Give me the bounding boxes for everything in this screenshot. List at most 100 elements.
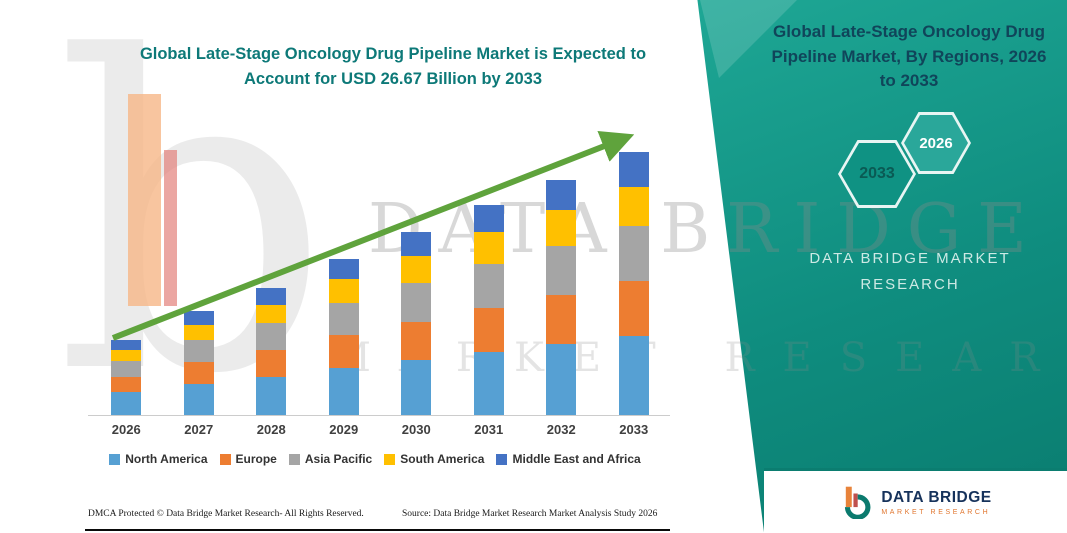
bar-segment-europe bbox=[328, 335, 359, 368]
bar-segment-asia-pacific bbox=[256, 323, 287, 351]
footer-source-text: Source: Data Bridge Market Research Mark… bbox=[402, 509, 658, 519]
bar-segment-south-america bbox=[183, 324, 214, 341]
bar-column-2029 bbox=[328, 258, 359, 415]
bar-segment-south-america bbox=[546, 210, 577, 246]
legend-item: Europe bbox=[219, 452, 277, 466]
bar-segment-north-america bbox=[183, 383, 214, 415]
x-axis-label-2028: 2028 bbox=[256, 422, 286, 437]
legend-item: Middle East and Africa bbox=[496, 452, 641, 466]
bar-segment-south-america bbox=[111, 350, 142, 362]
legend-label: North America bbox=[125, 452, 208, 466]
x-axis-line bbox=[88, 415, 670, 416]
legend-label: Middle East and Africa bbox=[512, 452, 641, 466]
logo-tagline: MARKET RESEARCH bbox=[881, 508, 991, 516]
hexagon-fill bbox=[904, 115, 968, 171]
chart-title-line1: Global Late-Stage Oncology Drug Pipeline… bbox=[139, 45, 647, 63]
bar-segment-middle-east-and-africa bbox=[328, 258, 359, 280]
legend-label: Asia Pacific bbox=[304, 452, 373, 466]
side-panel-background bbox=[697, 0, 1067, 533]
footer-dmca-text: DMCA Protected © Data Bridge Market Rese… bbox=[88, 509, 364, 519]
bar-segment-asia-pacific bbox=[328, 302, 359, 336]
bar-segment-north-america bbox=[111, 392, 142, 415]
bar-slot bbox=[90, 120, 163, 415]
bar-segment-middle-east-and-africa bbox=[473, 205, 504, 233]
bar-segment-europe bbox=[183, 361, 214, 384]
bar-segment-asia-pacific bbox=[473, 263, 504, 308]
legend-item: Asia Pacific bbox=[288, 452, 373, 466]
bar-column-2031 bbox=[473, 205, 504, 415]
bar-segment-south-america bbox=[256, 304, 287, 324]
bar-slot bbox=[525, 120, 598, 415]
legend-swatch bbox=[496, 453, 508, 465]
bar-segment-middle-east-and-africa bbox=[401, 232, 432, 256]
x-axis-label-2031: 2031 bbox=[474, 422, 504, 437]
bar-segment-middle-east-and-africa bbox=[546, 179, 577, 211]
hexagon-label-2033: 2033 bbox=[859, 165, 895, 182]
legend-swatch bbox=[109, 453, 121, 465]
legend-label: Europe bbox=[235, 452, 277, 466]
bar-column-2032 bbox=[546, 179, 577, 415]
bar-slot bbox=[308, 120, 381, 415]
chart-title: Global Late-Stage Oncology Drug Pipeline… bbox=[88, 42, 698, 92]
bar-segment-asia-pacific bbox=[618, 226, 649, 282]
x-axis-label-2026: 2026 bbox=[111, 422, 141, 437]
bar-segment-middle-east-and-africa bbox=[618, 152, 649, 187]
bar-segment-asia-pacific bbox=[546, 245, 577, 296]
bar-slot bbox=[598, 120, 671, 415]
bar-column-2033 bbox=[618, 152, 649, 415]
bar-segment-south-america bbox=[328, 279, 359, 303]
bar-segment-asia-pacific bbox=[183, 340, 214, 362]
bar-slot bbox=[453, 120, 526, 415]
footer-divider-line bbox=[85, 529, 670, 531]
bar-segment-north-america bbox=[401, 359, 432, 415]
x-axis-label-2027: 2027 bbox=[184, 422, 214, 437]
x-axis-label-2033: 2033 bbox=[619, 422, 649, 437]
side-panel-brand-text: DATA BRIDGE MARKET RESEARCH bbox=[780, 246, 1040, 297]
bar-column-2026 bbox=[111, 340, 142, 415]
legend-label: South America bbox=[400, 452, 485, 466]
x-axis-label-2030: 2030 bbox=[401, 422, 431, 437]
bar-segment-asia-pacific bbox=[401, 283, 432, 322]
bar-plot bbox=[90, 120, 670, 415]
legend-swatch bbox=[384, 453, 396, 465]
hexagon-badge-2026: 2026 bbox=[901, 112, 971, 174]
x-axis-labels: 2026 2027 2028 2029 2030 2031 2032 2033 bbox=[90, 422, 670, 437]
bar-slot bbox=[235, 120, 308, 415]
bar-segment-middle-east-and-africa bbox=[183, 310, 214, 325]
bar-segment-europe bbox=[111, 376, 142, 393]
bar-segment-europe bbox=[401, 321, 432, 360]
brand-line2: RESEARCH bbox=[860, 275, 960, 293]
bar-segment-europe bbox=[546, 295, 577, 345]
x-axis-label-2029: 2029 bbox=[329, 422, 359, 437]
company-logo: DATA BRIDGE MARKET RESEARCH bbox=[764, 468, 1067, 533]
logo-name: DATA BRIDGE bbox=[881, 488, 992, 506]
bar-segment-north-america bbox=[328, 367, 359, 415]
side-panel-title: Global Late-Stage Oncology Drug Pipeline… bbox=[771, 22, 1047, 91]
bar-segment-europe bbox=[256, 350, 287, 377]
bar-column-2027 bbox=[183, 310, 214, 415]
legend-swatch bbox=[219, 453, 231, 465]
bar-segment-middle-east-and-africa bbox=[256, 288, 287, 305]
bar-segment-europe bbox=[618, 281, 649, 337]
data-bridge-logo-icon bbox=[845, 486, 871, 519]
legend-swatch bbox=[288, 453, 300, 465]
legend-item: North America bbox=[109, 452, 208, 466]
bar-segment-north-america bbox=[618, 336, 649, 415]
bar-slot bbox=[380, 120, 453, 415]
x-axis-label-2032: 2032 bbox=[546, 422, 576, 437]
logo-text-block: DATA BRIDGE MARKET RESEARCH bbox=[881, 489, 991, 516]
bar-column-2028 bbox=[256, 288, 287, 415]
bar-column-2030 bbox=[401, 232, 432, 415]
legend-item: South America bbox=[384, 452, 484, 466]
bar-segment-north-america bbox=[546, 344, 577, 415]
hexagon-label-2026: 2026 bbox=[919, 134, 953, 152]
bar-segment-europe bbox=[473, 307, 504, 353]
chart-legend: North America Europe Asia Pacific South Ame… bbox=[80, 452, 670, 466]
bar-segment-south-america bbox=[401, 255, 432, 284]
chart-title-line2: Account for USD 26.67 Billion by 2033 bbox=[244, 69, 542, 88]
brand-line1: DATA BRIDGE MARKET bbox=[809, 250, 1011, 267]
bar-segment-asia-pacific bbox=[111, 361, 142, 377]
bar-segment-north-america bbox=[473, 352, 504, 415]
bar-segment-middle-east-and-africa bbox=[111, 340, 142, 351]
